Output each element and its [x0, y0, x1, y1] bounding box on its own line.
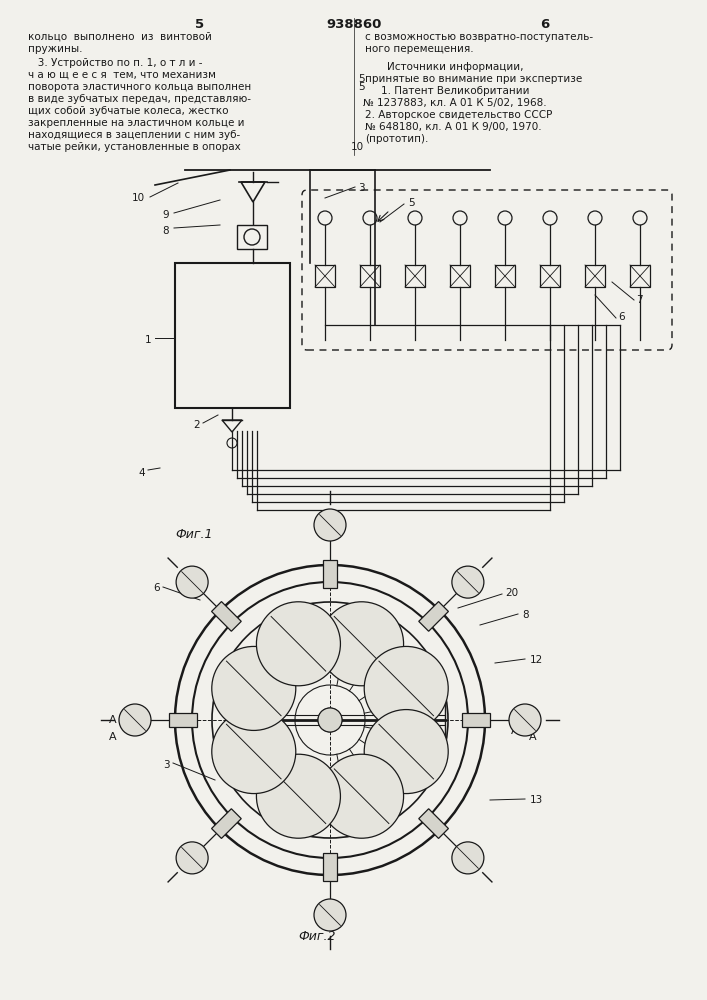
Text: ного перемещения.: ного перемещения.: [365, 44, 474, 54]
Circle shape: [257, 754, 341, 838]
Bar: [495, 265, 515, 287]
Circle shape: [212, 646, 296, 730]
Bar: [360, 265, 380, 287]
Text: Фиг.2: Фиг.2: [298, 930, 336, 943]
Circle shape: [509, 704, 541, 736]
Text: +: +: [427, 723, 438, 736]
Text: 3: 3: [358, 183, 365, 193]
Circle shape: [314, 899, 346, 931]
Text: A: A: [109, 715, 117, 725]
Text: 5: 5: [195, 18, 204, 31]
Polygon shape: [211, 602, 241, 631]
Circle shape: [364, 646, 448, 730]
Bar: [630, 265, 650, 287]
Text: A: A: [136, 713, 144, 723]
Polygon shape: [323, 560, 337, 587]
Text: 6: 6: [153, 583, 160, 593]
Text: 20: 20: [505, 588, 518, 598]
Text: щих собой зубчатые колеса, жестко: щих собой зубчатые колеса, жестко: [28, 106, 228, 116]
Text: 7: 7: [636, 295, 643, 305]
Text: A: A: [109, 732, 117, 742]
Text: 1. Патент Великобритании: 1. Патент Великобритании: [381, 86, 530, 96]
Circle shape: [314, 509, 346, 541]
Circle shape: [212, 710, 296, 794]
Text: кольцо  выполнено  из  винтовой: кольцо выполнено из винтовой: [28, 32, 212, 42]
Text: 6: 6: [540, 18, 549, 31]
Bar: [237, 225, 267, 249]
Bar: [315, 265, 335, 287]
Text: 10: 10: [351, 142, 364, 152]
Bar: [540, 265, 560, 287]
Circle shape: [176, 842, 208, 874]
Polygon shape: [211, 809, 241, 838]
Text: № 1237883, кл. А 01 К 5/02, 1968.: № 1237883, кл. А 01 К 5/02, 1968.: [363, 98, 547, 108]
Text: +: +: [413, 715, 423, 728]
Bar: [585, 265, 605, 287]
Bar: [175, 263, 290, 408]
Circle shape: [119, 704, 151, 736]
Text: A: A: [529, 732, 537, 742]
Circle shape: [452, 842, 484, 874]
Circle shape: [176, 566, 208, 598]
Text: в виде зубчатых передач, представляю-: в виде зубчатых передач, представляю-: [28, 94, 251, 104]
Text: A: A: [529, 715, 537, 725]
Text: № 648180, кл. А 01 К 9/00, 1970.: № 648180, кл. А 01 К 9/00, 1970.: [365, 122, 542, 132]
Polygon shape: [323, 852, 337, 880]
Text: чатые рейки, установленные в опорах: чатые рейки, установленные в опорах: [28, 142, 241, 152]
Text: 8: 8: [522, 610, 529, 620]
Text: (прототип).: (прототип).: [365, 134, 428, 144]
Polygon shape: [462, 713, 491, 727]
Text: Фиг.1: Фиг.1: [175, 528, 213, 541]
Text: находящиеся в зацеплении с ним зуб-: находящиеся в зацеплении с ним зуб-: [28, 130, 240, 140]
Polygon shape: [419, 809, 448, 838]
Circle shape: [320, 602, 404, 686]
Text: 2: 2: [193, 420, 199, 430]
Text: пружины.: пружины.: [28, 44, 83, 54]
Text: 1: 1: [145, 335, 151, 345]
Text: 938860: 938860: [327, 18, 382, 31]
Text: 12: 12: [530, 655, 543, 665]
Text: 9: 9: [162, 210, 169, 220]
Text: принятые во внимание при экспертизе: принятые во внимание при экспертизе: [365, 74, 583, 84]
Text: ч а ю щ е е с я  тем, что механизм: ч а ю щ е е с я тем, что механизм: [28, 70, 216, 80]
Bar: [450, 265, 470, 287]
Circle shape: [364, 710, 448, 794]
Polygon shape: [170, 713, 197, 727]
Text: закрепленные на эластичном кольце и: закрепленные на эластичном кольце и: [28, 118, 245, 128]
Text: поворота эластичного кольца выполнен: поворота эластичного кольца выполнен: [28, 82, 251, 92]
Text: с возможностью возвратно-поступатель-: с возможностью возвратно-поступатель-: [365, 32, 593, 42]
Text: 5: 5: [358, 82, 365, 92]
Text: 4: 4: [138, 468, 145, 478]
Text: 13: 13: [530, 795, 543, 805]
Text: A: A: [511, 713, 519, 723]
Text: 5: 5: [358, 74, 365, 84]
Polygon shape: [419, 602, 448, 631]
Text: 6: 6: [618, 312, 624, 322]
Circle shape: [318, 708, 342, 732]
Text: 5: 5: [408, 198, 414, 208]
Text: A: A: [136, 726, 144, 736]
Text: 2. Авторское свидетельство СССР: 2. Авторское свидетельство СССР: [365, 110, 552, 120]
Text: Источники информации,: Источники информации,: [387, 62, 523, 72]
Circle shape: [257, 602, 341, 686]
Text: 3. Устройство по п. 1, о т л и -: 3. Устройство по п. 1, о т л и -: [28, 58, 202, 68]
Bar: [405, 265, 425, 287]
Text: 3: 3: [163, 760, 170, 770]
Text: 10: 10: [132, 193, 145, 203]
Circle shape: [452, 566, 484, 598]
Circle shape: [320, 754, 404, 838]
Text: A: A: [511, 726, 519, 736]
Text: 8: 8: [162, 226, 169, 236]
Bar: [410, 702, 445, 738]
